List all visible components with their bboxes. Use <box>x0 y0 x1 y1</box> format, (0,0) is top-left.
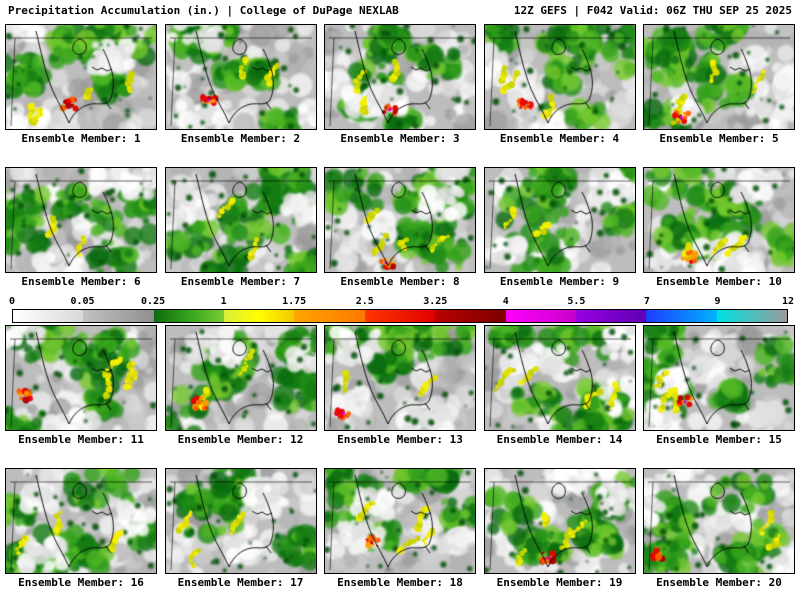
colorbar-tick: 9 <box>714 296 721 307</box>
colorbar-tick: 4 <box>502 296 509 307</box>
ensemble-panel-12[interactable]: Ensemble Member: 12 <box>164 325 317 446</box>
ensemble-panel-4[interactable]: Ensemble Member: 4 <box>483 24 636 145</box>
ensemble-row-3: Ensemble Member: 11 Ensemble Member: 12 En… <box>0 325 800 446</box>
ensemble-member-label: Ensemble Member: 19 <box>496 576 623 589</box>
ensemble-panel-2[interactable]: Ensemble Member: 2 <box>164 24 317 145</box>
colorbar-segment <box>83 310 154 322</box>
colorbar-tick: 5.5 <box>567 296 586 307</box>
precip-map-canvas[interactable] <box>164 325 317 431</box>
ensemble-panel-11[interactable]: Ensemble Member: 11 <box>5 325 157 446</box>
precip-map-canvas[interactable] <box>643 468 795 574</box>
header-bar: Precipitation Accumulation (in.) | Colle… <box>0 0 800 18</box>
ensemble-panel-7[interactable]: Ensemble Member: 7 <box>164 167 317 288</box>
colorbar-tick: 12 <box>781 296 795 307</box>
ensemble-panel-19[interactable]: Ensemble Member: 19 <box>483 468 636 589</box>
ensemble-panel-1[interactable]: Ensemble Member: 1 <box>5 24 157 145</box>
ensemble-panel-10[interactable]: Ensemble Member: 10 <box>643 167 795 288</box>
ensemble-member-label: Ensemble Member: 13 <box>337 433 463 446</box>
colorbar-tick: 2.5 <box>355 296 374 307</box>
precip-map-canvas[interactable] <box>483 167 636 273</box>
ensemble-panel-16[interactable]: Ensemble Member: 16 <box>5 468 157 589</box>
precip-map-canvas[interactable] <box>5 167 157 273</box>
precip-map-canvas[interactable] <box>164 468 317 574</box>
precip-map-canvas[interactable] <box>643 325 795 431</box>
ensemble-member-label: Ensemble Member: 4 <box>499 132 620 145</box>
ensemble-member-label: Ensemble Member: 10 <box>656 275 782 288</box>
colorbar-tick: 1.75 <box>282 296 307 307</box>
colorbar-tick: 0.05 <box>70 296 95 307</box>
ensemble-member-label: Ensemble Member: 1 <box>21 132 141 145</box>
product-title: Precipitation Accumulation (in.) | Colle… <box>8 4 399 17</box>
colorbar-segment <box>294 310 365 322</box>
ensemble-member-label: Ensemble Member: 18 <box>337 576 463 589</box>
ensemble-member-label: Ensemble Member: 7 <box>180 275 301 288</box>
ensemble-panel-15[interactable]: Ensemble Member: 15 <box>643 325 795 446</box>
precip-map-canvas[interactable] <box>324 24 476 130</box>
precip-map-canvas[interactable] <box>5 325 157 431</box>
colorbar-segment <box>364 310 436 322</box>
colorbar-segment <box>13 310 84 322</box>
ensemble-member-label: Ensemble Member: 14 <box>496 433 623 446</box>
ensemble-member-label: Ensemble Member: 20 <box>656 576 782 589</box>
ensemble-panel-18[interactable]: Ensemble Member: 18 <box>324 468 476 589</box>
colorbar-tick-labels: 0 0.05 0.25 1 1.75 2.5 3.25 4 5.5 7 9 12 <box>8 296 794 309</box>
ensemble-member-label: Ensemble Member: 6 <box>21 275 141 288</box>
ensemble-panel-6[interactable]: Ensemble Member: 6 <box>5 167 157 288</box>
ensemble-panel-14[interactable]: Ensemble Member: 14 <box>483 325 636 446</box>
ensemble-row-2: Ensemble Member: 6 Ensemble Member: 7 Ense… <box>0 167 800 288</box>
colorbar-segment <box>646 310 717 322</box>
precip-map-canvas[interactable] <box>324 167 476 273</box>
ensemble-panel-5[interactable]: Ensemble Member: 5 <box>643 24 795 145</box>
ensemble-panel-20[interactable]: Ensemble Member: 20 <box>643 468 795 589</box>
colorbar-segment <box>435 310 506 322</box>
colorbar-segment <box>224 310 295 322</box>
ensemble-panel-17[interactable]: Ensemble Member: 17 <box>164 468 317 589</box>
precip-map-canvas[interactable] <box>483 325 636 431</box>
precip-map-canvas[interactable] <box>324 325 476 431</box>
colorbar-segment <box>505 310 576 322</box>
colorbar-gradient-bar <box>12 309 788 323</box>
colorbar-tick: 0.25 <box>141 296 166 307</box>
ensemble-member-label: Ensemble Member: 9 <box>499 275 620 288</box>
precip-map-canvas[interactable] <box>164 167 317 273</box>
ensemble-row-4: Ensemble Member: 16 Ensemble Member: 17 En… <box>0 468 800 589</box>
ensemble-member-label: Ensemble Member: 12 <box>177 433 304 446</box>
precip-map-canvas[interactable] <box>483 24 636 130</box>
ensemble-member-label: Ensemble Member: 17 <box>177 576 304 589</box>
ensemble-panel-13[interactable]: Ensemble Member: 13 <box>324 325 476 446</box>
ensemble-member-label: Ensemble Member: 8 <box>340 275 460 288</box>
colorbar-segment <box>153 310 225 322</box>
precip-colorbar: 0 0.05 0.25 1 1.75 2.5 3.25 4 5.5 7 9 12 <box>8 296 794 323</box>
ensemble-member-label: Ensemble Member: 11 <box>18 433 144 446</box>
colorbar-tick: 0 <box>8 296 16 307</box>
precip-map-canvas[interactable] <box>324 468 476 574</box>
colorbar-segment <box>716 310 787 322</box>
precip-map-canvas[interactable] <box>643 24 795 130</box>
ensemble-member-label: Ensemble Member: 2 <box>180 132 301 145</box>
ensemble-panel-9[interactable]: Ensemble Member: 9 <box>483 167 636 288</box>
ensemble-panel-8[interactable]: Ensemble Member: 8 <box>324 167 476 288</box>
precip-map-canvas[interactable] <box>164 24 317 130</box>
precip-map-canvas[interactable] <box>5 24 157 130</box>
ensemble-panel-3[interactable]: Ensemble Member: 3 <box>324 24 476 145</box>
ensemble-row-1: Ensemble Member: 1 Ensemble Member: 2 Ense… <box>0 24 800 145</box>
ensemble-member-label: Ensemble Member: 3 <box>340 132 460 145</box>
run-valid-info: 12Z GEFS | F042 Valid: 06Z THU SEP 25 20… <box>513 4 792 17</box>
precip-map-canvas[interactable] <box>5 468 157 574</box>
ensemble-member-label: Ensemble Member: 16 <box>18 576 144 589</box>
colorbar-tick: 3.25 <box>423 296 448 307</box>
precip-map-canvas[interactable] <box>483 468 636 574</box>
ensemble-member-label: Ensemble Member: 5 <box>659 132 779 145</box>
colorbar-segment <box>575 310 647 322</box>
colorbar-tick: 7 <box>643 296 650 307</box>
precip-map-canvas[interactable] <box>643 167 795 273</box>
ensemble-member-label: Ensemble Member: 15 <box>656 433 782 446</box>
colorbar-tick: 1 <box>220 296 227 307</box>
